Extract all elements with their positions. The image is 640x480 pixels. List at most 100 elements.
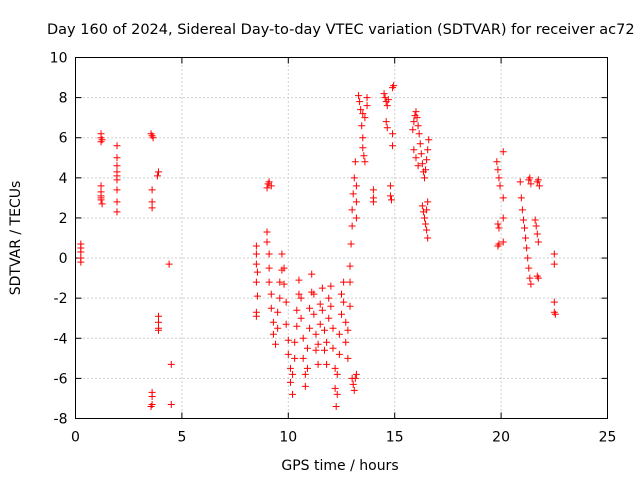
data-point [314, 340, 322, 348]
data-point [167, 400, 175, 408]
data-point [494, 242, 502, 250]
data-point [527, 280, 535, 288]
data-point [77, 258, 85, 266]
data-point [149, 134, 157, 142]
data-points [77, 82, 559, 410]
data-point [344, 326, 352, 334]
data-point [340, 298, 348, 306]
data-point [423, 156, 431, 164]
data-point [424, 146, 432, 154]
data-point [417, 150, 425, 158]
data-point [297, 314, 305, 322]
y-tick-label: 2 [59, 211, 68, 227]
data-point [351, 374, 359, 382]
data-point [165, 260, 173, 268]
data-point [286, 378, 294, 386]
data-point [312, 346, 320, 354]
data-point [301, 382, 309, 390]
chart-title: Day 160 of 2024, Sidereal Day-to-day VTE… [47, 22, 635, 38]
data-point [297, 294, 305, 302]
y-tick-label: 4 [59, 171, 68, 187]
data-point [360, 152, 368, 160]
data-point [282, 298, 290, 306]
data-point [98, 136, 106, 144]
data-point [310, 310, 318, 318]
data-point [422, 166, 430, 174]
data-point [113, 142, 121, 150]
data-point [308, 270, 316, 278]
data-point [325, 314, 333, 322]
data-point [320, 346, 328, 354]
data-point [263, 184, 271, 192]
data-point [289, 390, 297, 398]
data-point [295, 276, 303, 284]
data-point [531, 216, 539, 224]
data-point [386, 192, 394, 200]
data-point [97, 194, 105, 202]
data-point [253, 292, 261, 300]
data-point [424, 198, 432, 206]
data-point [338, 310, 345, 318]
data-point [265, 178, 273, 186]
data-point [359, 110, 367, 118]
data-point [303, 344, 311, 352]
data-point [495, 174, 503, 182]
x-tick-label: 0 [71, 430, 80, 446]
data-point [349, 190, 357, 198]
data-point [550, 260, 558, 268]
data-point [526, 174, 534, 182]
data-point [388, 196, 396, 204]
data-point [276, 278, 284, 286]
data-point [310, 290, 318, 298]
plot-frame [75, 57, 608, 419]
data-point [532, 222, 540, 230]
data-point [516, 178, 524, 186]
data-point [332, 402, 340, 410]
data-point [329, 344, 337, 352]
data-point [410, 146, 418, 154]
data-point [98, 200, 106, 208]
data-point [269, 330, 277, 338]
x-tick-label: 5 [177, 430, 186, 446]
data-point [293, 322, 301, 330]
data-point [97, 182, 105, 190]
data-point [320, 326, 328, 334]
data-point [335, 350, 343, 358]
data-point [496, 182, 504, 190]
data-point [274, 324, 282, 332]
data-point [267, 290, 275, 298]
data-point [416, 140, 424, 148]
data-point [356, 98, 364, 106]
data-point [342, 318, 350, 326]
data-point [415, 130, 423, 138]
data-point [534, 176, 542, 184]
y-tick-label: -4 [54, 331, 68, 347]
data-point [154, 318, 162, 326]
data-point [359, 134, 367, 142]
data-point [293, 306, 301, 314]
data-point [301, 370, 309, 378]
data-point [291, 354, 299, 362]
data-point [494, 220, 502, 228]
data-point [252, 278, 260, 286]
data-point [533, 230, 541, 238]
data-point [412, 154, 420, 162]
data-point [327, 302, 335, 310]
data-point [318, 284, 326, 292]
data-point [267, 182, 275, 190]
data-point [349, 380, 357, 388]
data-point [535, 182, 543, 190]
data-point [422, 220, 430, 228]
y-axis-label: SDTVAR / TECUs [8, 181, 24, 296]
data-point [357, 106, 365, 114]
data-point [412, 108, 420, 116]
data-point [252, 312, 260, 320]
data-point [494, 166, 502, 174]
x-tick-label: 20 [492, 430, 510, 446]
data-point [148, 198, 156, 206]
data-point [363, 94, 371, 102]
data-point [352, 198, 360, 206]
data-point [346, 302, 354, 310]
data-point [352, 214, 360, 222]
